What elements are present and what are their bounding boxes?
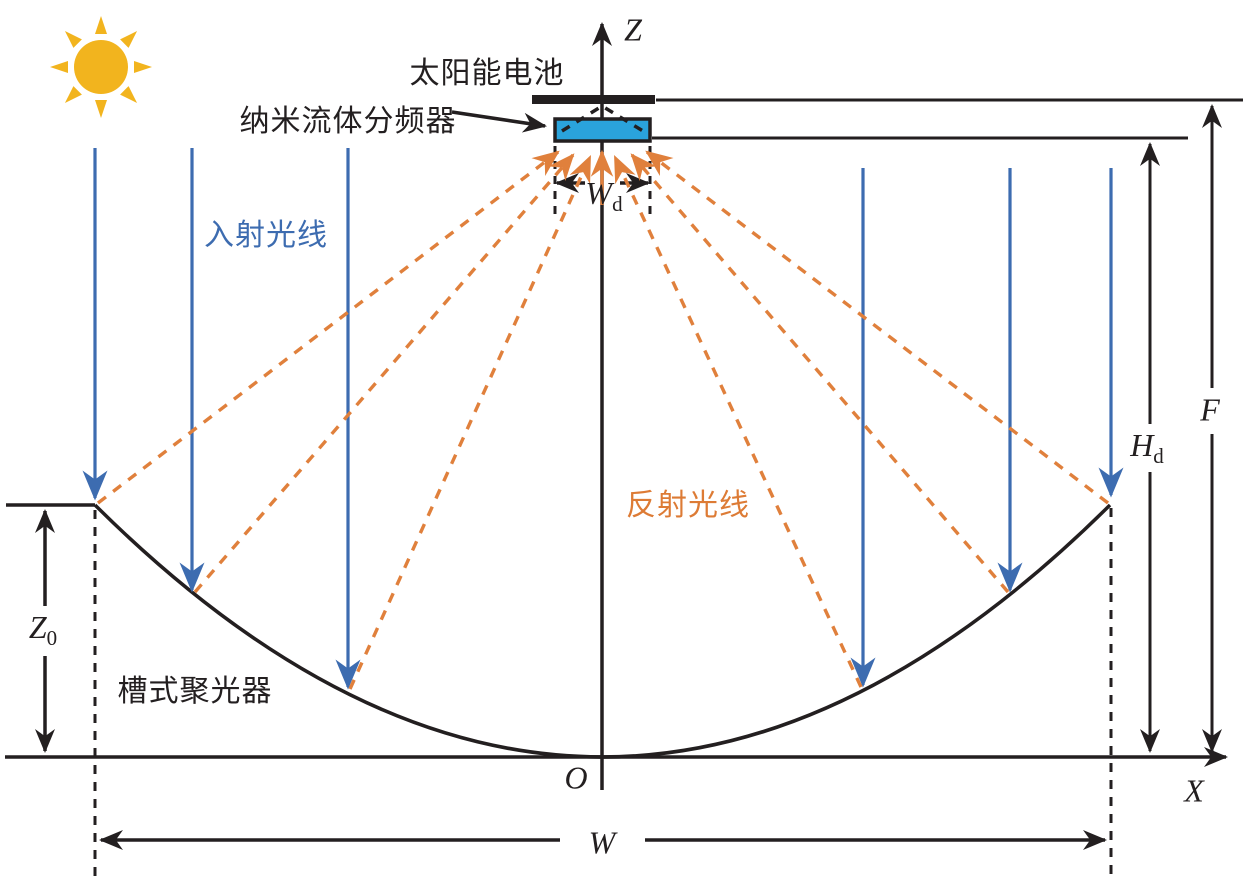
solar-cell-label: 太阳能电池 — [409, 57, 565, 90]
trough-concentrator-label: 槽式聚光器 — [117, 675, 273, 708]
nanofluid-splitter-label: 纳米流体分频器 — [239, 105, 457, 138]
reflected-ray — [613, 154, 863, 688]
f-dimension-label: F — [1200, 391, 1220, 428]
incident-ray-label: 入射光线 — [204, 219, 328, 252]
origin-label: O — [564, 759, 588, 796]
reflected-rays — [96, 149, 1110, 690]
z-axis-label: Z — [624, 11, 642, 48]
reflected-ray — [630, 153, 1010, 594]
nanofluid-splitter-rect — [553, 117, 652, 143]
hd-dimension-label: Hd — [1130, 427, 1164, 469]
sun-icon — [50, 16, 152, 118]
reflected-ray — [348, 154, 592, 690]
wd-subscript: d — [612, 192, 623, 216]
reflected-ray — [645, 150, 1110, 505]
solar-cell-bar — [532, 95, 655, 104]
hd-base: H — [1130, 427, 1154, 463]
reflected-ray-label: 反射光线 — [626, 489, 750, 522]
parabola-curve — [93, 503, 1112, 759]
reflected-ray — [193, 153, 575, 594]
w-dimension-label: W — [588, 824, 616, 861]
x-axis-label: X — [1184, 772, 1204, 809]
reflected-ray — [96, 150, 560, 505]
z0-dimension-label: Z0 — [29, 609, 57, 651]
wd-dimension-label: Wd — [585, 175, 622, 217]
splitter-label-arrow — [451, 110, 547, 133]
z0-base: Z — [28, 609, 47, 645]
hd-subscript: d — [1153, 444, 1164, 468]
wd-base: W — [585, 175, 613, 211]
z0-subscript: 0 — [46, 626, 58, 650]
